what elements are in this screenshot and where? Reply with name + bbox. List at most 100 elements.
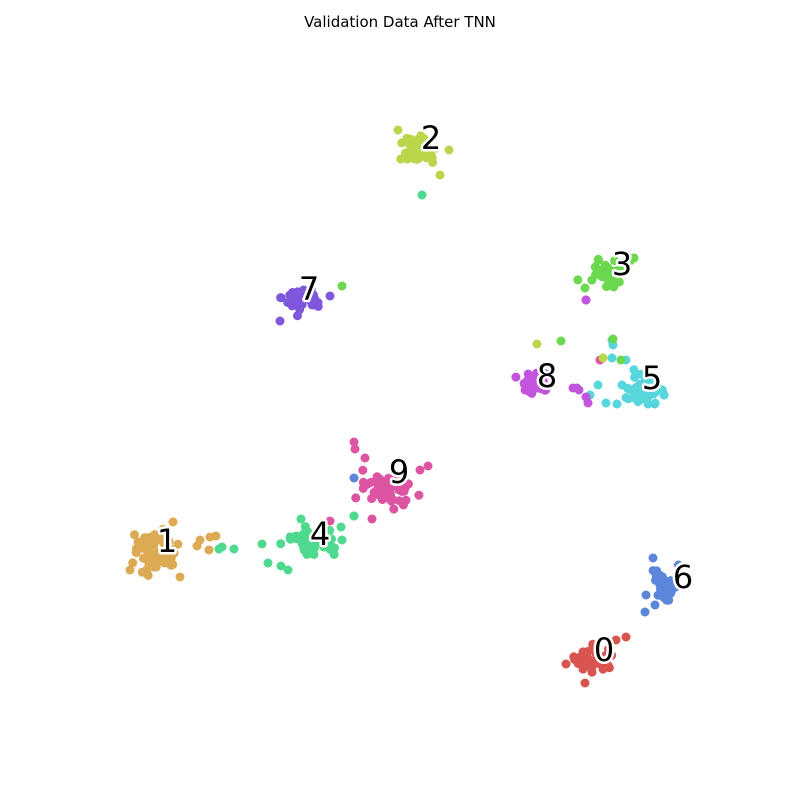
cluster-label-1: 1	[157, 522, 177, 560]
point-class-9	[415, 465, 425, 475]
cluster-label-6: 6	[673, 558, 693, 596]
point-class-9	[397, 471, 407, 481]
point-class-4	[296, 514, 306, 524]
point-class-9	[400, 483, 410, 493]
point-class-5	[641, 382, 651, 392]
point-class-7	[276, 293, 286, 303]
point-class-3	[610, 256, 620, 266]
outlier-point	[608, 334, 618, 344]
point-class-4	[337, 535, 347, 545]
point-class-1	[128, 558, 138, 568]
point-class-2	[419, 145, 429, 155]
outlier-point	[349, 473, 359, 483]
point-class-7	[313, 298, 323, 307]
point-class-5	[629, 365, 639, 375]
point-class-9	[367, 514, 377, 524]
point-class-9	[386, 496, 396, 506]
point-class-9	[349, 437, 359, 447]
point-class-9	[389, 504, 399, 514]
point-class-1	[153, 549, 163, 559]
point-class-1	[211, 531, 221, 541]
point-class-4	[303, 527, 313, 537]
point-class-5	[646, 374, 656, 384]
point-class-6	[674, 560, 683, 570]
point-class-8	[532, 368, 542, 378]
point-class-2	[407, 148, 417, 158]
point-class-3	[617, 260, 626, 270]
point-class-3	[587, 275, 597, 285]
cluster-label-4: 4	[310, 515, 330, 553]
cluster-label-7: 7	[299, 270, 319, 308]
outlier-point	[581, 295, 591, 305]
point-class-1	[156, 531, 165, 541]
point-class-5	[607, 353, 617, 363]
point-class-9	[383, 475, 393, 485]
point-class-6	[641, 590, 651, 600]
point-class-5	[643, 392, 653, 402]
point-class-3	[573, 275, 583, 285]
point-class-1	[137, 567, 147, 577]
point-class-4	[257, 539, 267, 549]
point-class-9	[367, 494, 377, 504]
point-class-3	[580, 283, 590, 293]
point-class-5	[635, 389, 645, 399]
point-class-4	[312, 534, 321, 544]
point-class-1	[151, 559, 161, 569]
point-class-9	[414, 490, 424, 500]
points-layer	[125, 125, 683, 688]
outlier-point	[598, 353, 608, 363]
point-class-4	[298, 537, 308, 547]
chart-title: Validation Data After TNN	[304, 13, 496, 31]
point-class-8	[511, 372, 521, 382]
point-class-4	[276, 539, 286, 549]
point-class-0	[607, 650, 617, 660]
point-class-6	[664, 577, 674, 587]
point-class-9	[325, 516, 335, 526]
point-class-7	[325, 291, 335, 301]
point-class-2	[444, 145, 454, 155]
point-class-5	[593, 380, 603, 390]
point-class-0	[580, 650, 590, 660]
point-class-8	[537, 381, 547, 391]
cluster-label-3: 3	[612, 245, 632, 283]
point-class-1	[168, 517, 178, 527]
point-class-1	[131, 548, 141, 558]
point-class-5	[658, 386, 668, 396]
point-class-1	[160, 546, 170, 556]
point-class-2	[400, 148, 410, 158]
point-class-4	[299, 545, 309, 555]
cluster-label-0: 0	[594, 631, 614, 669]
point-class-9	[374, 476, 384, 486]
point-class-1	[164, 536, 174, 546]
point-class-4	[283, 565, 293, 575]
point-class-5	[612, 399, 622, 409]
cluster-label-2: 2	[421, 119, 441, 157]
point-class-3	[600, 267, 610, 277]
point-class-0	[578, 664, 588, 674]
point-class-4	[229, 544, 239, 554]
point-class-7	[296, 289, 306, 298]
point-class-3	[593, 254, 603, 264]
point-class-1	[204, 545, 214, 555]
point-class-1	[144, 549, 154, 559]
point-class-9	[358, 465, 368, 475]
point-class-9	[360, 453, 370, 463]
labels-layer: 0 1 2 3 4 5 6 7 8 9	[154, 117, 695, 672]
point-class-1	[162, 553, 172, 563]
point-class-4	[263, 558, 273, 568]
point-class-4	[336, 522, 346, 532]
point-class-1	[175, 572, 185, 582]
point-class-3	[609, 282, 619, 292]
point-class-3	[602, 282, 611, 292]
point-class-4	[329, 550, 339, 559]
point-class-7	[275, 316, 285, 326]
point-class-9	[350, 444, 360, 454]
outlier-point	[337, 281, 347, 291]
point-class-4	[325, 539, 335, 549]
point-class-9	[384, 489, 393, 499]
outlier-point	[556, 336, 566, 346]
point-class-7	[293, 299, 302, 308]
point-class-0	[561, 659, 571, 669]
point-class-4	[276, 561, 286, 571]
